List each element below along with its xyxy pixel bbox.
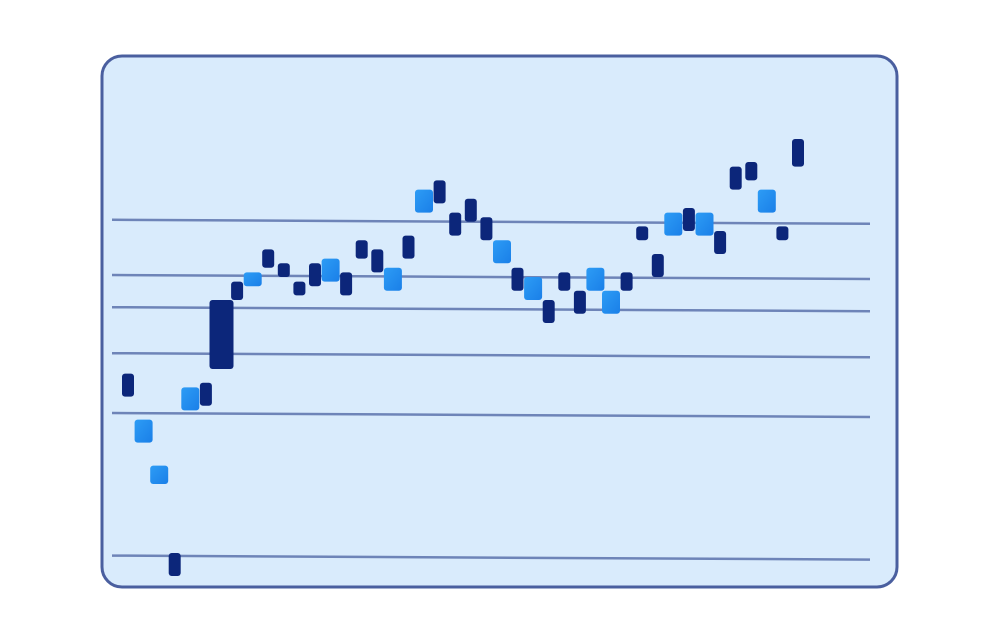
gridline-5 <box>111 273 871 281</box>
bar-13 <box>309 263 321 287</box>
bar-34 <box>636 226 649 241</box>
bar-7 <box>209 300 234 369</box>
bar-16 <box>355 240 368 259</box>
bar-15 <box>340 272 353 296</box>
bar-38 <box>695 212 714 236</box>
bar-19 <box>402 235 415 259</box>
bar-23 <box>464 198 477 222</box>
bar-12 <box>293 281 306 296</box>
bar-22 <box>449 212 462 236</box>
bar-43 <box>776 226 789 241</box>
gridline-2 <box>111 411 871 419</box>
bar-1 <box>122 373 134 397</box>
gridline-1 <box>111 554 871 561</box>
bar-20 <box>415 189 433 213</box>
bar-28 <box>542 300 555 323</box>
bar-27 <box>524 277 543 300</box>
bar-21 <box>433 180 446 204</box>
bar-44 <box>792 139 804 167</box>
bar-39 <box>714 231 727 254</box>
bar-25 <box>493 240 511 264</box>
bar-18 <box>383 267 402 291</box>
bars <box>122 139 804 576</box>
bar-4 <box>168 553 181 576</box>
bar-14 <box>321 258 340 282</box>
bar-24 <box>480 217 493 241</box>
bar-36 <box>664 212 683 236</box>
bar-31 <box>586 267 605 291</box>
bar-26 <box>511 267 524 291</box>
bar-11 <box>277 263 290 277</box>
bar-10 <box>262 249 275 268</box>
bar-29 <box>558 272 571 291</box>
bar-35 <box>651 254 664 277</box>
bar-3 <box>150 465 169 484</box>
bar-32 <box>602 290 620 314</box>
gridline-3 <box>111 351 871 359</box>
bar-41 <box>745 162 758 181</box>
bar-30 <box>573 290 586 314</box>
gridline-4 <box>111 305 871 313</box>
bar-17 <box>371 249 384 273</box>
bar-37 <box>682 208 695 231</box>
bar-8 <box>231 281 244 300</box>
bar-40 <box>729 166 742 190</box>
plot-panel <box>100 54 899 589</box>
bar-6 <box>199 382 212 406</box>
bar-2 <box>134 419 153 443</box>
bar-33 <box>620 272 633 291</box>
bar-9 <box>243 272 262 287</box>
bar-42 <box>757 189 776 213</box>
bar-5 <box>181 387 200 411</box>
